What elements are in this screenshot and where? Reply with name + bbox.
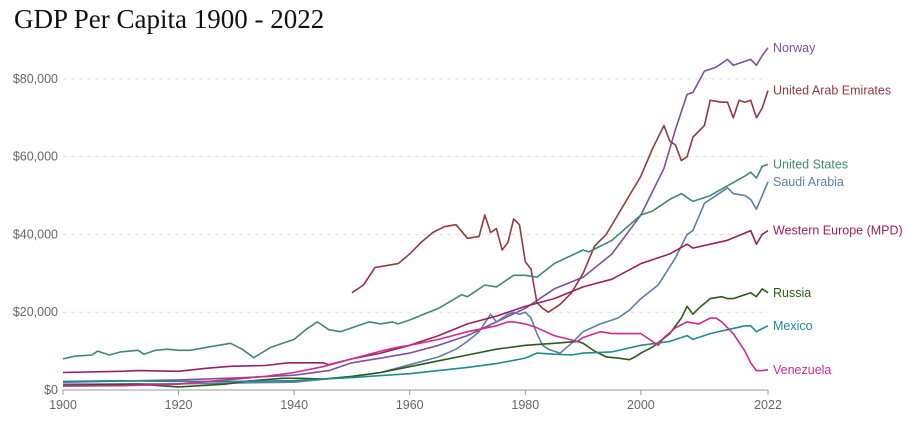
series-label: Venezuela [773, 363, 831, 377]
x-tick-label: 2022 [754, 398, 782, 412]
chart-title: GDP Per Capita 1900 - 2022 [14, 4, 325, 34]
x-tick-label: 1980 [511, 398, 539, 412]
series-line [62, 181, 769, 385]
y-tick-label: $80,000 [13, 72, 58, 86]
grid-lines [63, 78, 768, 313]
series-line [62, 288, 769, 388]
x-tick-label: 1900 [49, 398, 77, 412]
x-tick-label: 1920 [165, 398, 193, 412]
y-axis-ticks: $0 $20,000 $40,000 $60,000 $80,000 [13, 72, 58, 397]
y-tick-label: $60,000 [13, 150, 58, 164]
series-label: Norway [773, 41, 816, 55]
series-line [62, 325, 769, 383]
y-tick-label: $20,000 [13, 305, 58, 319]
series-line [62, 317, 769, 387]
series-label: Mexico [773, 319, 813, 333]
series-line [62, 47, 769, 383]
x-axis: 1900 1920 1940 1960 1980 2000 2022 [49, 389, 782, 412]
series-lines [62, 47, 769, 388]
series-label: United States [773, 157, 848, 171]
y-tick-label: $0 [44, 383, 58, 397]
x-tick-label: 2000 [627, 398, 655, 412]
series-label: United Arab Emirates [773, 84, 891, 98]
series-labels: Norway United Arab Emirates United States S… [773, 41, 903, 377]
x-tick-label: 1960 [396, 398, 424, 412]
series-label: Russia [773, 286, 811, 300]
series-label: Western Europe (MPD) [773, 224, 903, 238]
series-line [62, 229, 769, 374]
series-line [351, 90, 769, 313]
series-line [62, 163, 769, 360]
y-tick-label: $40,000 [13, 227, 58, 241]
series-label: Saudi Arabia [773, 175, 844, 189]
x-tick-label: 1940 [280, 398, 308, 412]
